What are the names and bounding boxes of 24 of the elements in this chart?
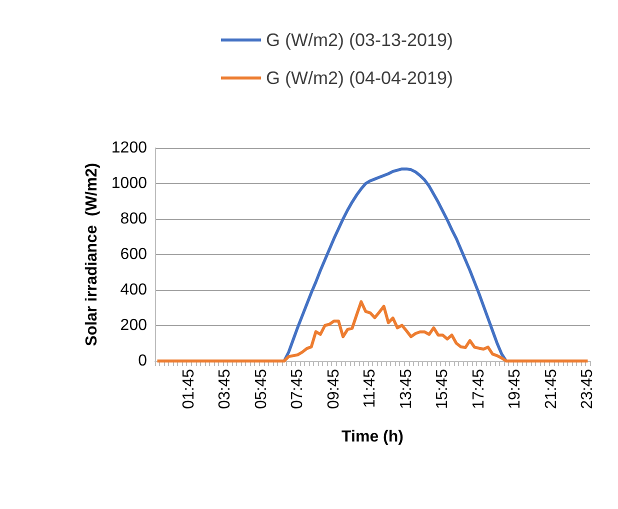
x-tick-label: 01:45 xyxy=(180,368,198,410)
x-tick-label: 23:45 xyxy=(579,368,596,410)
x-tick-label: 11:45 xyxy=(362,368,379,408)
x-tick-label: 17:45 xyxy=(470,368,488,410)
y-axis-title: Solar irradiance (W/m2) xyxy=(84,162,100,346)
x-tick-label: 15:45 xyxy=(434,368,452,410)
y-tick-label: 0 xyxy=(138,352,148,370)
x-tick-label: 03:45 xyxy=(216,368,234,410)
x-tick-label: 13:45 xyxy=(398,368,415,410)
y-tick-label: 1000 xyxy=(111,175,148,192)
x-tick-label: 21:45 xyxy=(542,368,560,410)
line-series xyxy=(282,167,508,362)
y-tick-label: 1200 xyxy=(111,140,148,156)
y-tick-label: 800 xyxy=(120,210,148,228)
y-tick-label: 400 xyxy=(120,282,148,298)
legend-label: G (W/m2) (04-04-2019) xyxy=(266,68,454,88)
x-tick-label: 19:45 xyxy=(506,368,524,410)
x-axis-title: Time (h) xyxy=(342,428,404,446)
x-tick-label: 07:45 xyxy=(289,368,306,410)
x-tick-label: 05:45 xyxy=(252,368,270,410)
legend-label: G (W/m2) (03-13-2019) xyxy=(266,30,454,50)
y-tick-label: 200 xyxy=(120,317,148,334)
y-tick-label: 600 xyxy=(120,246,148,263)
x-tick-label: 09:45 xyxy=(325,368,342,410)
